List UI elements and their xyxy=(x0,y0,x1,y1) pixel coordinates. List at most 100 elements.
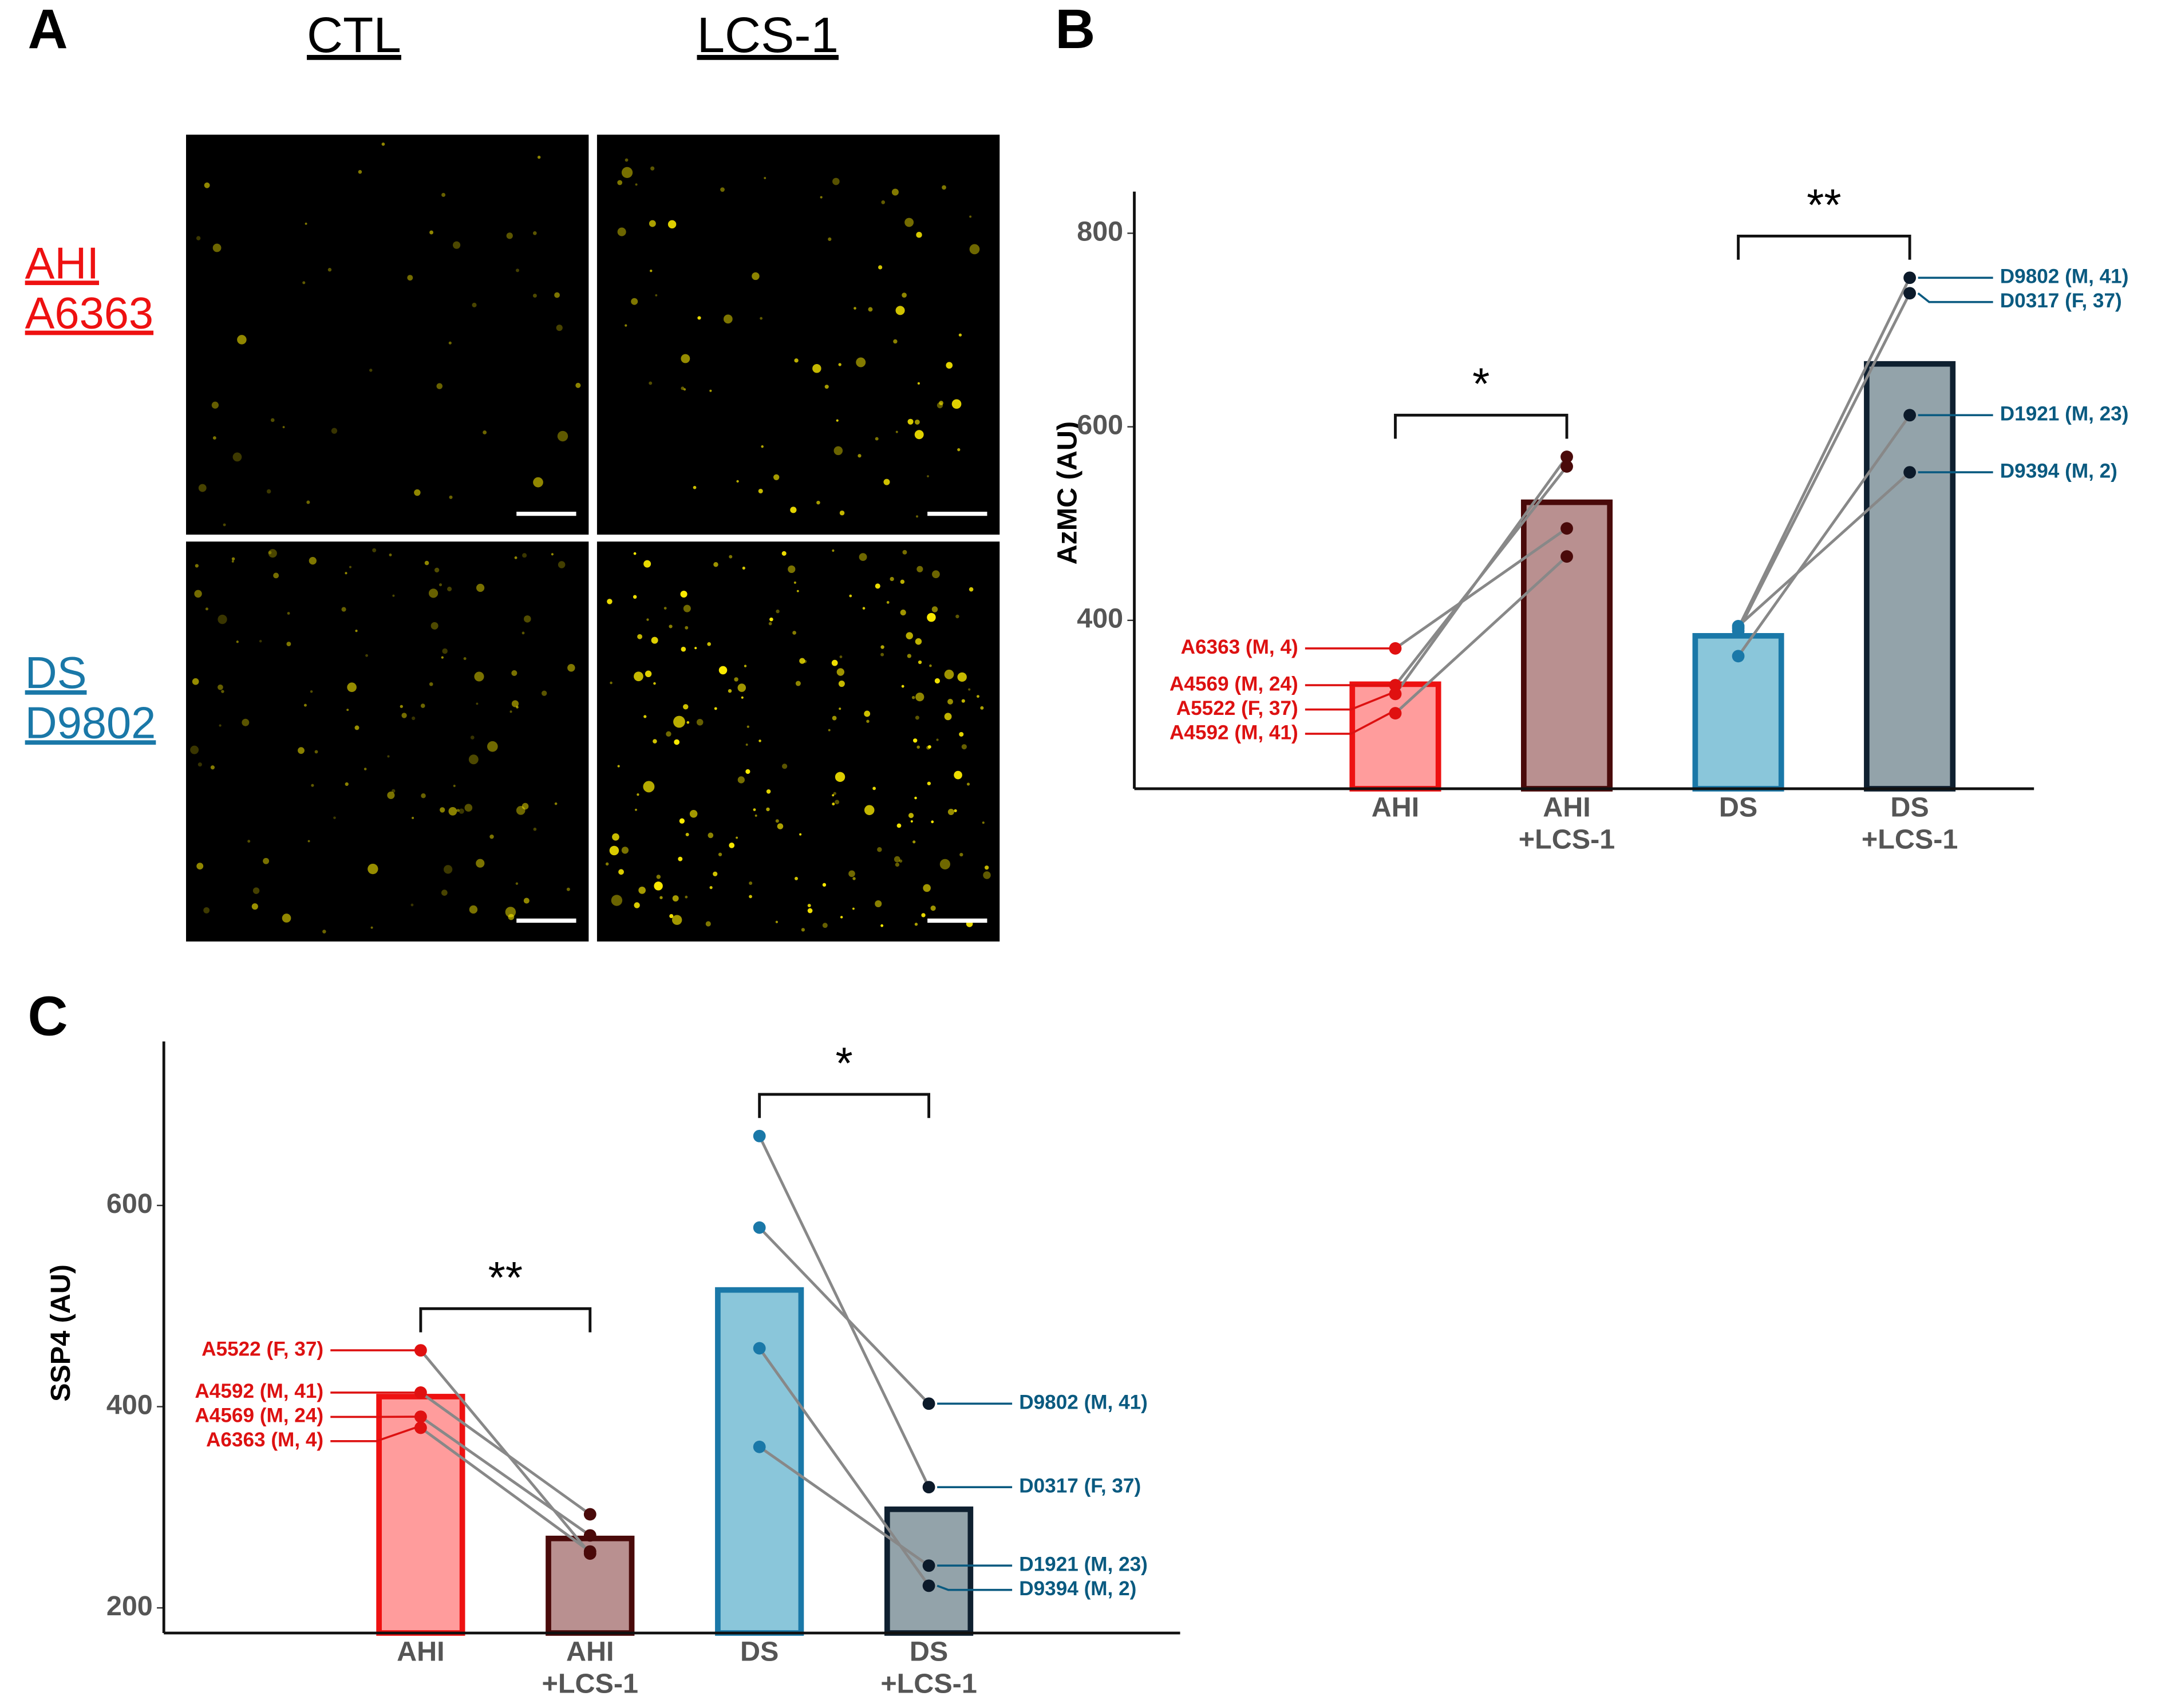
subject-point xyxy=(922,1397,935,1410)
fluorescent-spot xyxy=(839,707,841,710)
fluorescent-spot xyxy=(930,906,936,911)
fluorescent-spot xyxy=(302,281,306,284)
fluorescent-spot xyxy=(429,230,434,235)
row-label: AHI xyxy=(25,239,99,288)
fluorescent-spot xyxy=(983,871,991,879)
fluorescent-spot xyxy=(916,566,923,572)
fluorescent-spot xyxy=(654,881,663,891)
subject-label: D0317 (F, 37) xyxy=(1019,1474,1141,1497)
fluorescent-spot xyxy=(914,923,918,926)
fluorescent-spot xyxy=(609,845,619,856)
fluorescent-spot xyxy=(635,183,638,186)
fluorescent-spot xyxy=(902,292,907,298)
fluorescent-spot xyxy=(523,898,530,904)
fluorescent-spot xyxy=(669,914,674,918)
fluorescent-spot xyxy=(441,193,446,197)
fluorescent-spot xyxy=(880,653,884,657)
fluorescent-spot xyxy=(944,669,954,679)
fluorescent-spot xyxy=(680,590,688,598)
fluorescent-spot xyxy=(914,419,920,425)
bar xyxy=(715,1287,804,1636)
fluorescent-spot xyxy=(237,335,247,345)
fluorescent-spot xyxy=(893,339,898,344)
fluorescent-spot xyxy=(947,698,953,705)
fluorescent-spot xyxy=(448,341,452,345)
fluorescent-spot xyxy=(251,903,258,910)
fluorescent-spot xyxy=(218,614,227,624)
fluorescent-spot xyxy=(476,583,485,592)
fluorescent-spot xyxy=(816,500,820,505)
fluorescent-spot xyxy=(282,426,285,429)
fluorescent-spot xyxy=(899,859,903,863)
subject-point xyxy=(583,1529,596,1542)
fluorescent-spot xyxy=(904,218,914,227)
fluorescent-spot xyxy=(645,670,652,678)
fluorescent-spot xyxy=(875,437,879,441)
fluorescent-spot xyxy=(649,220,656,227)
fluorescent-spot xyxy=(881,200,886,204)
fluorescent-spot xyxy=(915,692,924,702)
fluorescent-spot xyxy=(754,815,757,817)
fluorescent-spot xyxy=(607,599,613,604)
paired-line xyxy=(758,1135,930,1488)
fluorescent-spot xyxy=(969,244,980,255)
fluorescent-spot xyxy=(631,298,638,305)
fluorescent-spot xyxy=(728,689,732,693)
label-leader xyxy=(937,1584,1013,1591)
fluorescent-spot xyxy=(927,781,931,785)
column-label: CTL xyxy=(307,7,401,63)
fluorescent-spot xyxy=(533,827,537,831)
fluorescent-spot xyxy=(345,782,349,786)
subject-label: A4569 (M, 24) xyxy=(195,1405,323,1427)
fluorescent-spot xyxy=(346,709,349,711)
label-leader xyxy=(330,1426,416,1442)
subject-point xyxy=(1732,650,1745,663)
fluorescent-spot xyxy=(617,765,620,768)
fluorescent-spot xyxy=(472,302,477,307)
fluorescent-spot xyxy=(605,862,609,866)
fluorescent-spot xyxy=(955,614,959,619)
fluorescent-spot xyxy=(637,793,639,796)
subject-label: A4592 (M, 41) xyxy=(1170,721,1298,744)
fluorescent-spot xyxy=(252,887,260,894)
fluorescent-spot xyxy=(542,690,547,696)
label-leader xyxy=(1917,292,1993,303)
fluorescent-spot xyxy=(906,632,913,639)
fluorescent-spot xyxy=(961,744,967,750)
fluorescent-spot xyxy=(694,647,697,650)
fluorescent-spot xyxy=(554,292,560,298)
paired-line xyxy=(758,1226,930,1405)
fluorescent-spot xyxy=(643,715,647,718)
fluorescent-spot xyxy=(511,700,519,707)
fluorescent-spot xyxy=(666,731,671,737)
fluorescent-spot xyxy=(977,695,979,698)
micrograph xyxy=(596,541,1000,942)
fluorescent-spot xyxy=(212,436,216,440)
paired-line xyxy=(1394,456,1568,695)
fluorescent-spot xyxy=(643,781,655,793)
fluorescent-spot xyxy=(758,488,763,493)
fluorescent-spot xyxy=(718,852,722,856)
fluorescent-spot xyxy=(831,659,838,666)
fluorescent-spot xyxy=(775,819,779,823)
fluorescent-spot xyxy=(911,695,915,699)
fluorescent-spot xyxy=(758,740,761,742)
y-tick-label: 400 xyxy=(1077,603,1123,634)
fluorescent-spot xyxy=(387,755,390,758)
fluorescent-spot xyxy=(686,721,690,724)
fluorescent-spot xyxy=(916,231,922,238)
fluorescent-spot xyxy=(934,678,941,684)
fluorescent-spot xyxy=(736,836,738,839)
micrograph xyxy=(186,541,589,942)
fluorescent-spot xyxy=(659,896,663,899)
fluorescent-spot xyxy=(776,609,780,614)
fluorescent-spot xyxy=(221,690,224,693)
subject-point xyxy=(753,1221,766,1234)
fluorescent-spot xyxy=(331,428,338,434)
subject-label: A6363 (M, 4) xyxy=(1181,636,1298,658)
fluorescent-spot xyxy=(428,588,438,598)
paired-line xyxy=(1737,277,1911,629)
fluorescent-spot xyxy=(368,863,378,875)
fluorescent-spot xyxy=(951,399,962,409)
bar xyxy=(1521,499,1613,792)
